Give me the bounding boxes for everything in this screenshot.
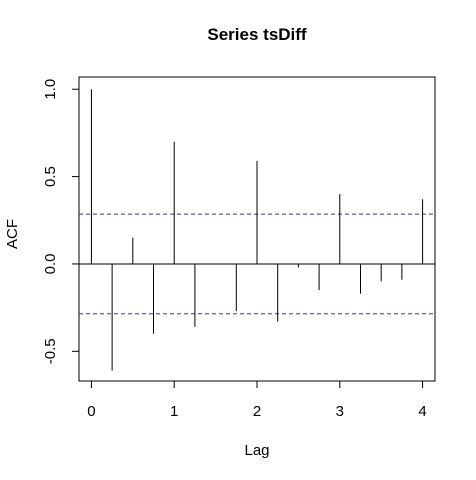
x-axis: 0 1 2 3 4 (87, 381, 427, 420)
x-tick-label: 4 (418, 403, 426, 420)
chart-title: Series tsDiff (207, 25, 307, 44)
x-axis-label: Lag (244, 442, 269, 459)
y-tick-label: 0.0 (42, 254, 59, 275)
x-tick-label: 3 (336, 403, 344, 420)
x-tick-label: 2 (253, 403, 261, 420)
x-tick-label: 1 (170, 403, 178, 420)
y-tick-label: -0.5 (42, 338, 59, 364)
y-axis: -0.5 0.0 0.5 1.0 (42, 79, 79, 364)
y-tick-label: 0.5 (42, 166, 59, 187)
acf-bars (90, 89, 424, 371)
y-axis-label: ACF (4, 219, 21, 249)
x-tick-label: 0 (87, 403, 95, 420)
y-tick-label: 1.0 (42, 79, 59, 100)
